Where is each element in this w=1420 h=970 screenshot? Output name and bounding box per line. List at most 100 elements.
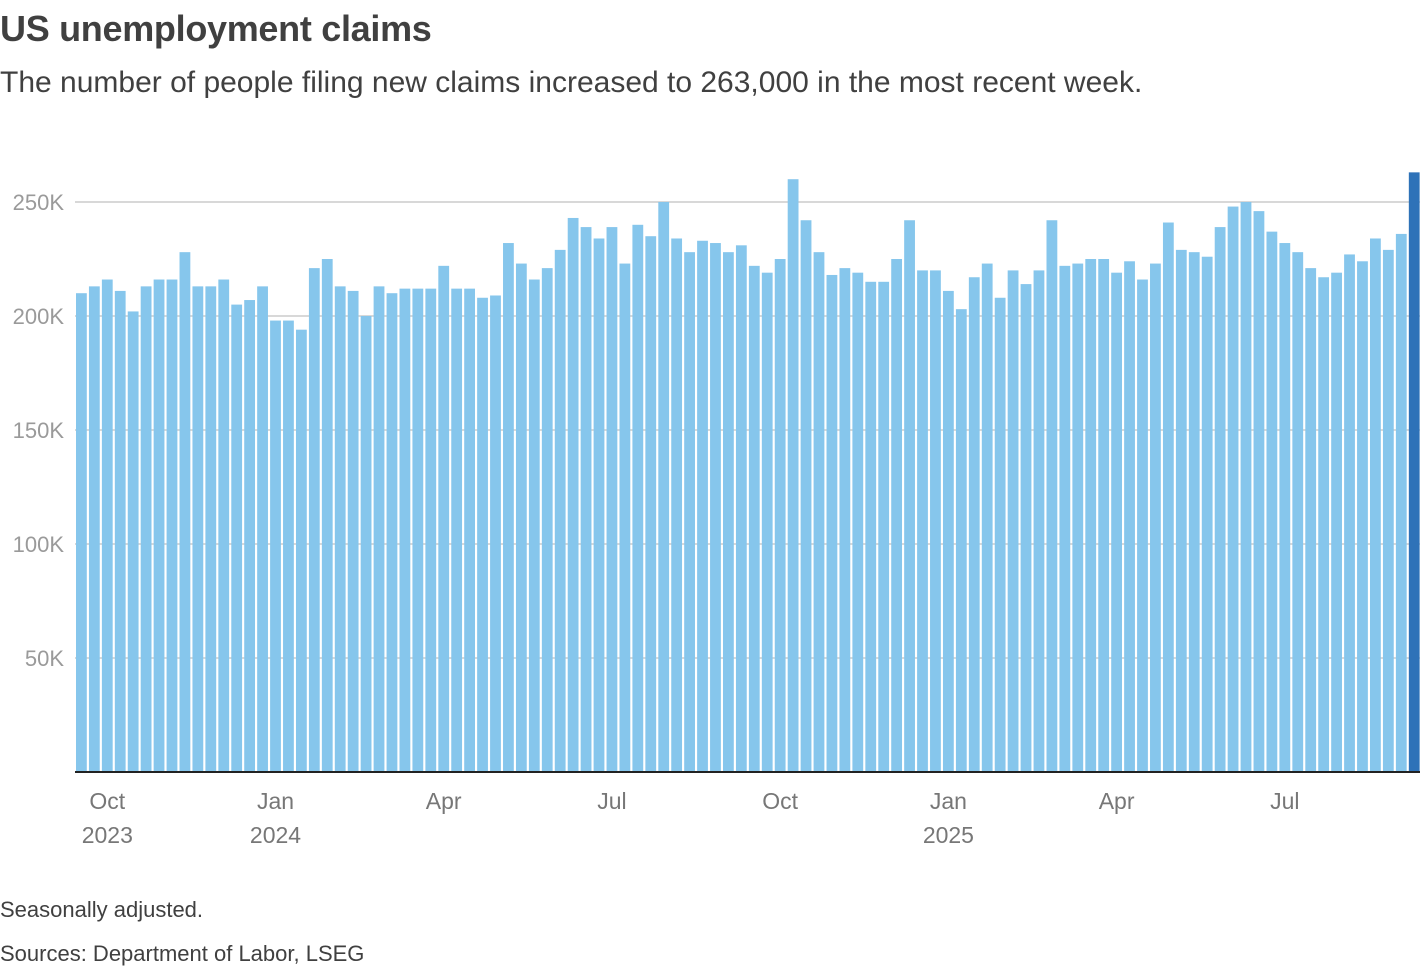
chart-title: US unemployment claims xyxy=(0,8,432,49)
bar xyxy=(1292,252,1304,772)
y-tick-label: 150K xyxy=(13,418,65,443)
bar xyxy=(955,309,967,772)
bar xyxy=(1318,277,1330,772)
bar xyxy=(1370,238,1381,773)
bar xyxy=(1072,263,1084,772)
x-tick-label: Jan xyxy=(930,788,967,814)
bar xyxy=(270,320,281,772)
bar xyxy=(244,300,256,772)
bar xyxy=(813,252,825,772)
bar xyxy=(968,277,980,772)
bar xyxy=(658,202,670,772)
x-tick-label: Jul xyxy=(597,788,626,814)
bar xyxy=(205,286,217,772)
bar xyxy=(1253,211,1265,772)
bar xyxy=(1227,206,1239,772)
bar xyxy=(360,316,372,772)
bar xyxy=(735,245,747,772)
bar xyxy=(114,290,126,772)
x-tick-year-label: 2025 xyxy=(923,822,974,848)
bar xyxy=(1124,261,1135,772)
bar xyxy=(179,252,191,772)
bar xyxy=(1150,263,1161,772)
bar-latest xyxy=(1408,172,1420,773)
bar xyxy=(1111,272,1122,772)
bar xyxy=(1137,279,1148,772)
bar xyxy=(1240,202,1252,772)
footnote: Seasonally adjusted. xyxy=(0,897,204,922)
bar xyxy=(606,227,618,772)
bar xyxy=(88,286,100,772)
bar xyxy=(218,279,230,772)
bar xyxy=(761,272,773,772)
bar-chart: 50K 100K 150K 200K 250K Oct 2023 Jan 2024 Apr Jul… xyxy=(13,172,1420,848)
bar xyxy=(1098,259,1110,772)
bar xyxy=(1046,220,1058,773)
bar xyxy=(891,259,903,772)
bar xyxy=(567,217,579,772)
x-tick-label: Apr xyxy=(1099,788,1135,814)
bar xyxy=(503,243,514,773)
bar xyxy=(1382,249,1394,772)
bar xyxy=(257,286,268,772)
bar xyxy=(839,268,851,772)
bar xyxy=(1395,233,1407,773)
bar xyxy=(295,329,307,772)
x-tick-year-label: 2024 xyxy=(250,822,301,848)
bar xyxy=(477,297,488,772)
bar xyxy=(800,220,812,773)
bar xyxy=(878,281,890,772)
bar xyxy=(787,179,799,772)
bar xyxy=(153,279,165,772)
bar xyxy=(192,286,204,772)
bar xyxy=(425,288,437,772)
bar xyxy=(632,224,644,773)
x-tick-label: Oct xyxy=(89,788,125,814)
bar xyxy=(231,304,243,772)
bar xyxy=(127,311,139,772)
bar xyxy=(1201,256,1213,773)
bar xyxy=(981,263,993,772)
chart-subtitle: The number of people filing new claims i… xyxy=(0,66,1143,99)
bar xyxy=(619,263,631,772)
bar xyxy=(723,252,734,772)
bar xyxy=(386,293,398,772)
bar xyxy=(140,286,152,772)
bar xyxy=(1085,259,1097,772)
bar xyxy=(166,279,178,772)
bar xyxy=(464,288,475,772)
x-tick-labels: Oct 2023 Jan 2024 Apr Jul Oct Jan 2025 Apr Jul xyxy=(82,788,1300,848)
bar xyxy=(904,220,915,773)
bar xyxy=(308,268,320,772)
bar xyxy=(671,238,683,773)
bar xyxy=(1279,243,1291,773)
bar xyxy=(852,272,864,772)
bar xyxy=(412,288,424,772)
bar xyxy=(865,281,877,772)
bar xyxy=(541,268,553,772)
bar xyxy=(528,279,540,772)
bar xyxy=(1331,272,1342,772)
bar xyxy=(1162,222,1174,772)
bars xyxy=(76,172,1420,773)
bar xyxy=(1305,268,1317,772)
bar xyxy=(1007,270,1019,772)
y-tick-label: 200K xyxy=(13,304,65,329)
x-tick-year-label: 2023 xyxy=(82,822,133,848)
bar xyxy=(774,259,786,772)
bar xyxy=(490,295,501,772)
y-tick-labels: 50K 100K 150K 200K 250K xyxy=(13,190,65,671)
bar xyxy=(321,259,333,772)
bar xyxy=(1357,261,1368,772)
bar xyxy=(917,270,928,772)
x-tick-label: Apr xyxy=(426,788,462,814)
bar xyxy=(1266,231,1278,772)
bar xyxy=(684,252,695,772)
bar xyxy=(347,290,359,772)
bar xyxy=(580,227,592,772)
bar xyxy=(645,236,657,772)
bar xyxy=(748,265,760,772)
y-tick-label: 250K xyxy=(13,190,65,215)
bar xyxy=(515,263,527,772)
bar xyxy=(101,279,113,772)
